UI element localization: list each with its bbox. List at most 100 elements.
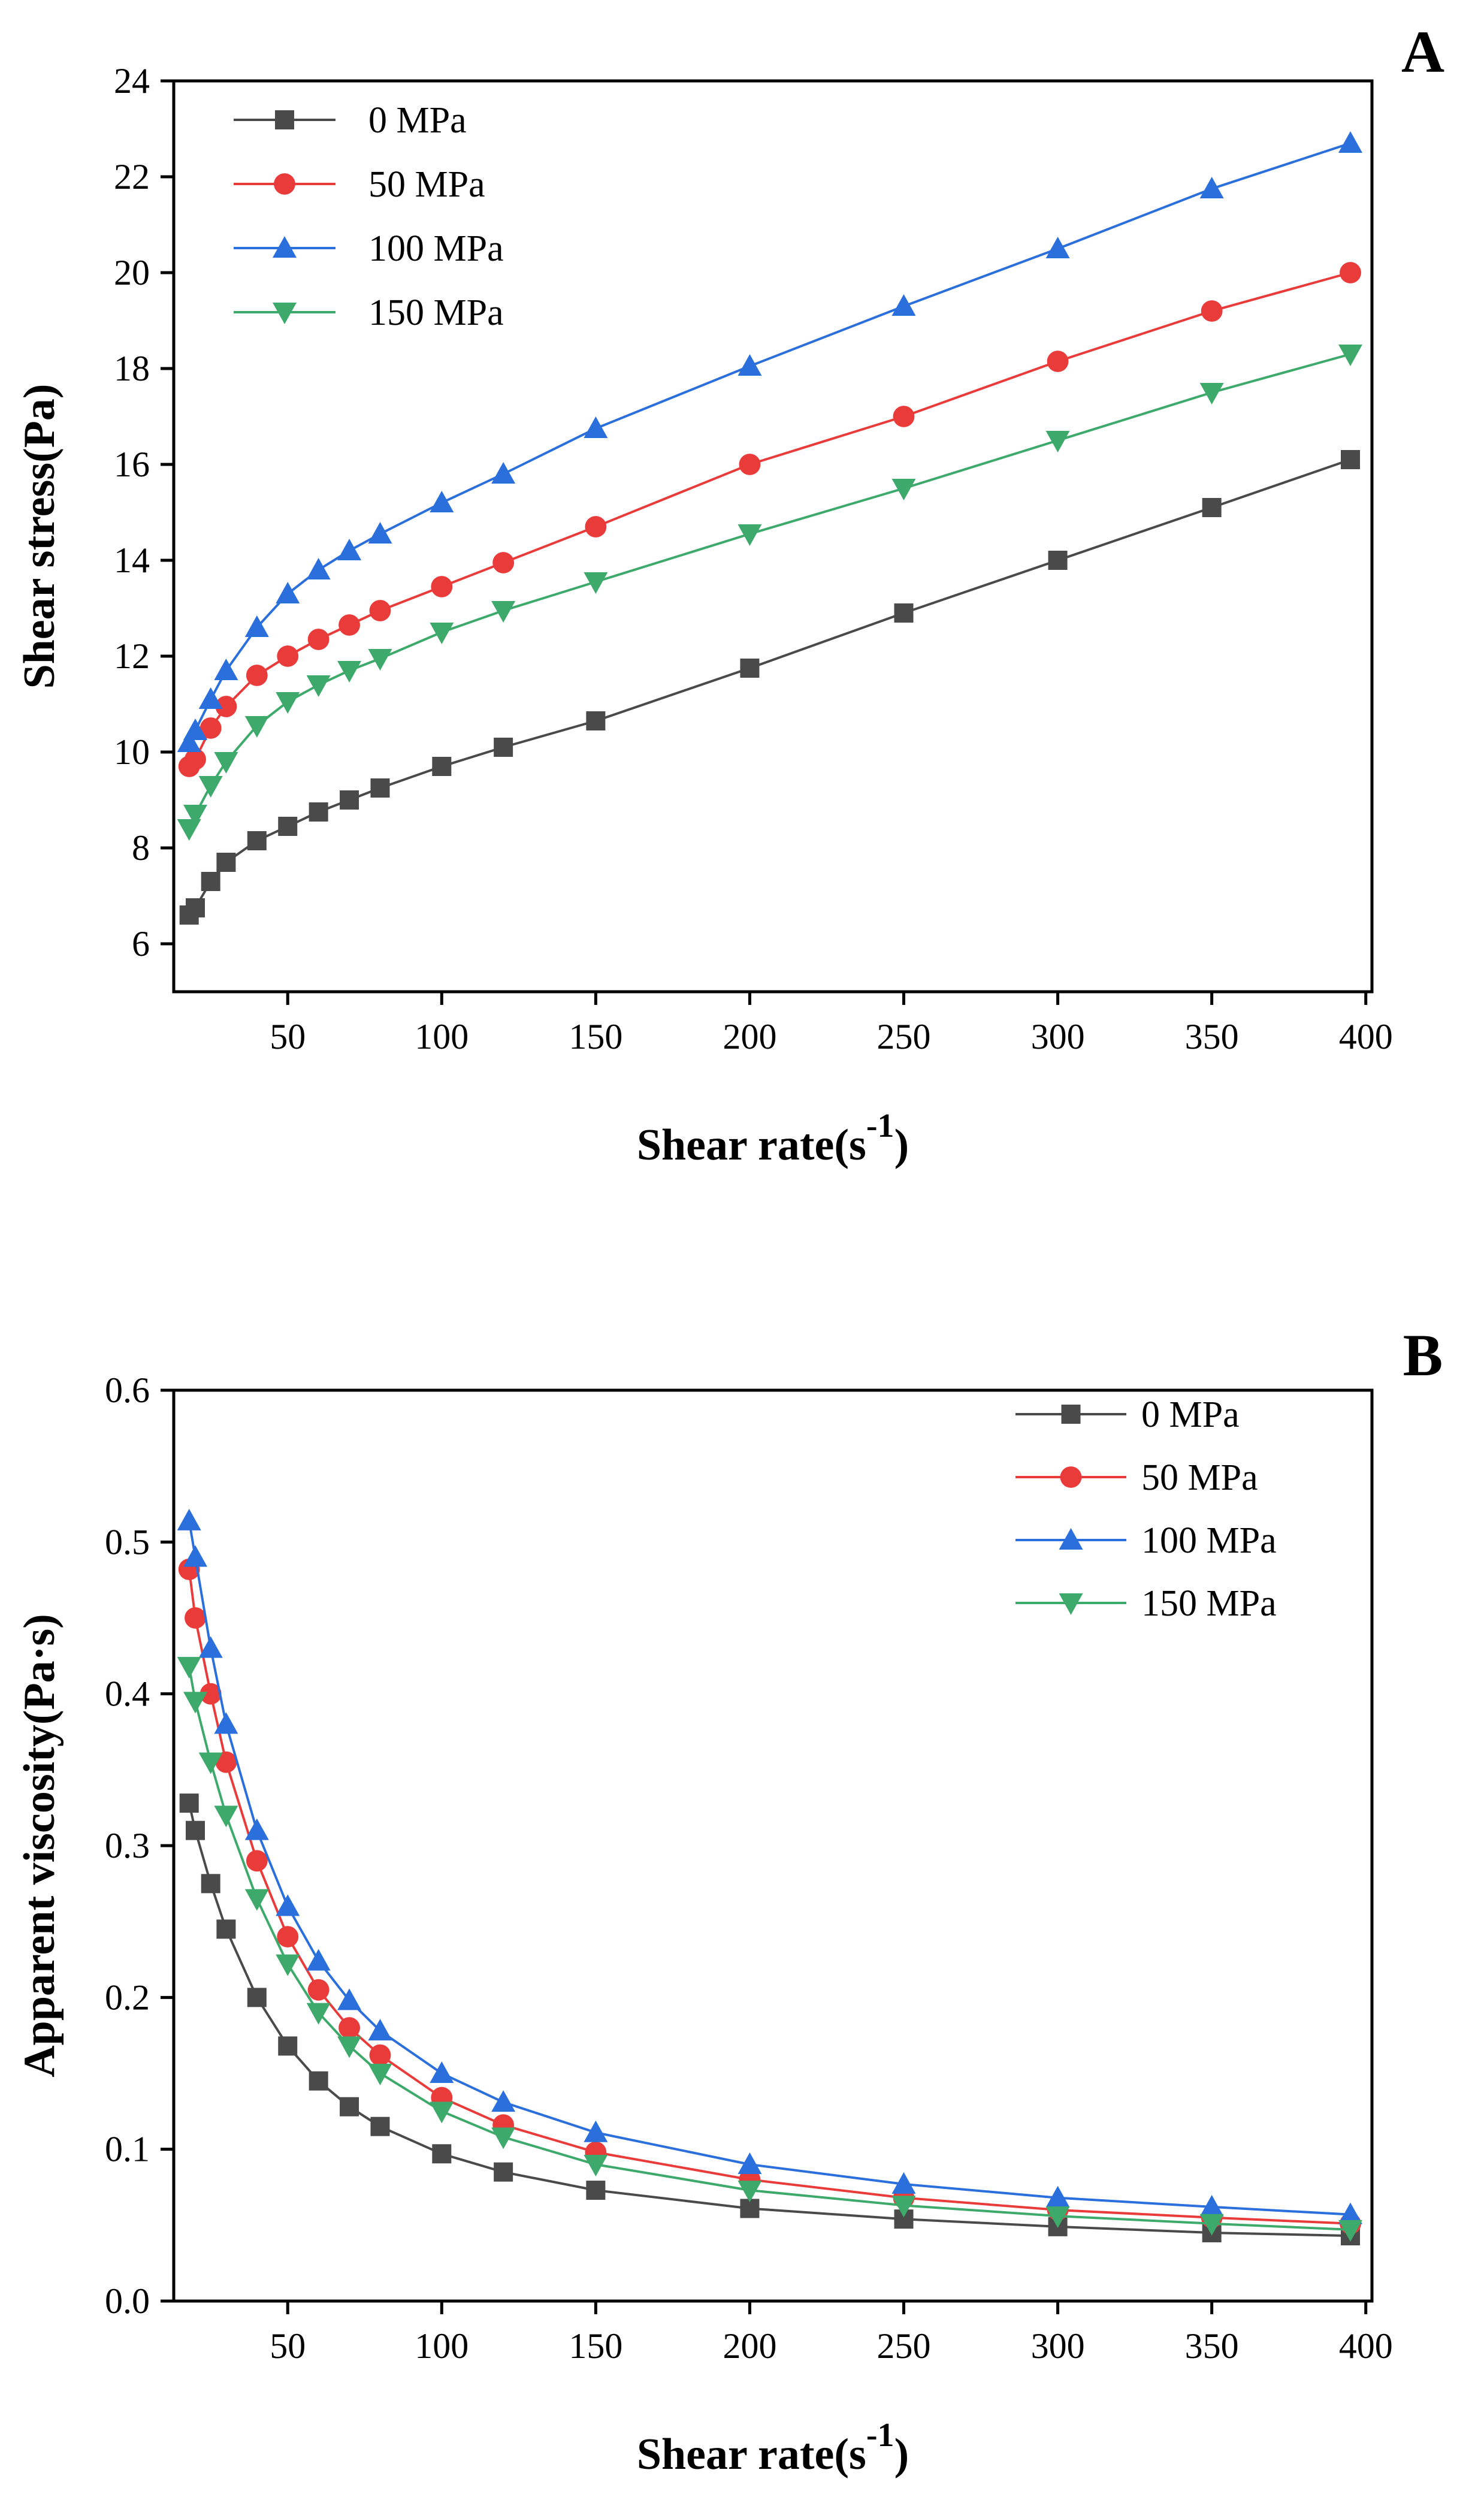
series-100-mpa: [177, 1508, 1363, 2224]
data-point: [306, 2003, 331, 2025]
y-tick-label: 22: [114, 157, 150, 197]
data-point: [491, 2090, 516, 2112]
y-tick-label: 0.4: [105, 1674, 150, 1714]
y-tick-label: 24: [114, 61, 150, 101]
data-point: [738, 2181, 762, 2203]
data-point: [370, 778, 390, 798]
data-point: [244, 1889, 269, 1911]
data-point: [246, 665, 268, 686]
data-point: [177, 819, 201, 841]
data-point: [307, 1979, 330, 2001]
legend-marker: [273, 236, 297, 258]
data-point: [309, 802, 328, 822]
x-tick-label: 350: [1185, 2326, 1239, 2366]
data-point: [278, 2036, 298, 2056]
data-point: [894, 603, 914, 623]
series-100-mpa: [177, 131, 1363, 752]
data-point: [430, 2102, 454, 2124]
y-tick-label: 18: [114, 349, 150, 388]
data-point: [337, 539, 362, 560]
series-50-mpa: [178, 262, 1361, 777]
data-point: [1338, 131, 1363, 153]
data-point: [198, 1636, 223, 1658]
data-point: [177, 1657, 201, 1679]
data-point: [740, 659, 760, 678]
data-point: [586, 2181, 606, 2200]
data-point: [431, 576, 453, 597]
data-point: [739, 454, 761, 475]
data-point: [1199, 2214, 1224, 2236]
legend-label: 50 MPa: [368, 164, 485, 205]
series-line: [188, 353, 1351, 829]
data-point: [185, 1607, 206, 1629]
data-point: [1045, 2185, 1070, 2208]
legend-label: 100 MPa: [1141, 1520, 1277, 1561]
data-point: [1045, 431, 1070, 452]
data-point: [198, 687, 223, 709]
data-point: [201, 1874, 220, 1894]
data-point: [491, 2127, 516, 2149]
data-point: [200, 1683, 222, 1705]
x-tick-label: 250: [877, 1017, 931, 1056]
y-tick-label: 0.0: [105, 2281, 150, 2321]
y-axis-title: Apparent viscosity(Pa·s): [15, 1614, 64, 2078]
data-point: [368, 522, 392, 544]
legend-marker: [1059, 1528, 1083, 1550]
data-point: [307, 629, 330, 650]
data-point: [198, 776, 223, 798]
series-50-mpa: [178, 1559, 1361, 2235]
x-axis-title-close: ): [894, 2430, 909, 2479]
data-point: [1201, 300, 1223, 322]
data-point: [177, 1508, 201, 1530]
data-point: [215, 1751, 237, 1773]
y-tick-label: 0.1: [105, 2130, 150, 2169]
y-tick-label: 20: [114, 253, 150, 292]
data-point: [246, 1850, 268, 1872]
legend-label: 50 MPa: [1141, 1457, 1258, 1498]
data-point: [430, 2061, 454, 2083]
data-point: [584, 416, 608, 438]
legend-label: 0 MPa: [1141, 1394, 1240, 1435]
data-point: [432, 757, 452, 776]
x-tick-label: 150: [569, 1017, 622, 1056]
legend-label: 150 MPa: [1141, 1583, 1277, 1624]
y-tick-label: 0.2: [105, 1977, 150, 2017]
data-point: [584, 2155, 608, 2176]
data-point: [215, 696, 237, 717]
data-point: [183, 1692, 207, 1714]
series-line: [188, 142, 1351, 743]
data-point: [183, 805, 207, 826]
data-point: [585, 516, 607, 538]
x-tick-label: 50: [270, 2326, 306, 2366]
y-tick-label: 8: [132, 828, 150, 868]
data-point: [891, 2172, 916, 2194]
data-point: [277, 645, 299, 667]
panel-letter: A: [1401, 19, 1444, 85]
data-point: [244, 615, 269, 637]
data-point: [185, 748, 206, 770]
data-point: [1047, 351, 1069, 372]
series-0-mpa: [179, 1794, 1361, 2246]
data-point: [247, 831, 267, 850]
series-line: [188, 1666, 1351, 2231]
x-axis-title: Shear rate(s-1): [637, 1107, 909, 1170]
data-point: [738, 354, 762, 376]
series-0-mpa: [179, 450, 1361, 925]
data-point: [893, 406, 915, 427]
data-point: [584, 2120, 608, 2142]
data-point: [1045, 2206, 1070, 2229]
data-point: [276, 1894, 300, 1916]
panel-b-chart: 50 100 150 200 250 300 350 400 0.0 0.1 0.2 0.3 0.4 0.…: [15, 1322, 1443, 2479]
series-line: [188, 1520, 1351, 2216]
data-point: [1340, 262, 1361, 283]
series-150-mpa: [177, 345, 1363, 841]
data-point: [491, 462, 516, 484]
series-line: [188, 1569, 1351, 2225]
data-point: [432, 2144, 452, 2164]
data-point: [340, 790, 359, 810]
data-point: [1341, 450, 1361, 469]
series-line: [188, 1802, 1351, 2238]
y-tick-label: 0.3: [105, 1826, 150, 1865]
data-point: [306, 1949, 331, 1971]
